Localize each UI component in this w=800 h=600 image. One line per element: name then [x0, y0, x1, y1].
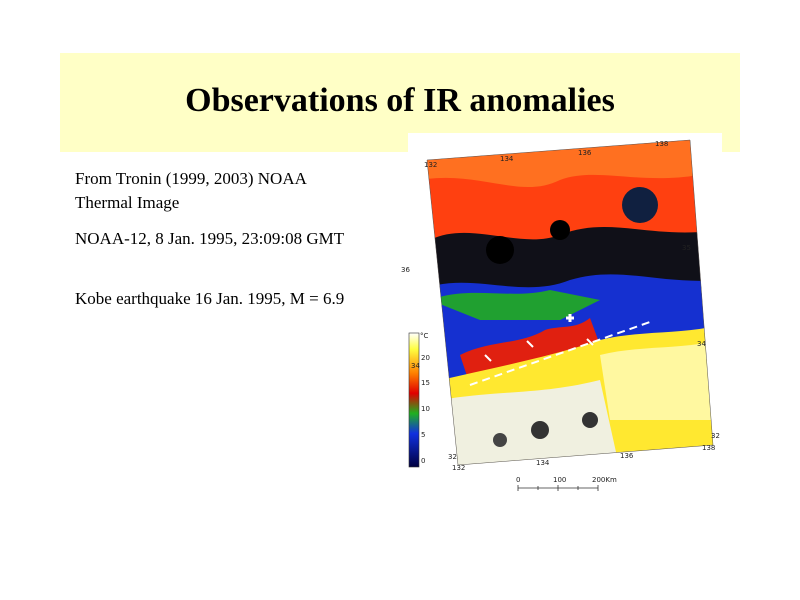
scale-label: 200Km [592, 476, 617, 484]
latitude-label: 32 [711, 432, 720, 440]
latitude-label: 32 [448, 453, 457, 461]
body-text: From Tronin (1999, 2003) NOAA Thermal Im… [75, 169, 306, 212]
colorbar-unit: °C [420, 332, 429, 340]
scale-bar [517, 485, 599, 491]
colorbar-tick: 15 [421, 379, 430, 387]
latitude-label: 34 [411, 362, 420, 370]
colorbar-tick: 5 [421, 431, 425, 439]
longitude-label: 132 [452, 464, 465, 472]
longitude-label: 134 [500, 155, 514, 163]
scale-label: 100 [553, 476, 566, 484]
longitude-label: 134 [536, 459, 550, 467]
latitude-label: 36 [401, 266, 410, 274]
colorbar-tick: 10 [421, 405, 430, 413]
colorbar-tick: 0 [421, 457, 425, 465]
longitude-label: 138 [655, 140, 668, 148]
latitude-label: 35 [682, 244, 691, 252]
colorbar-tick: 20 [421, 354, 430, 362]
body-text: NOAA-12, 8 Jan. 1995, 23:09:08 GMT [75, 229, 345, 248]
longitude-label: 136 [620, 452, 634, 460]
slide-title: Observations of IR anomalies [185, 82, 615, 119]
body-text: Kobe earthquake 16 Jan. 1995, M = 6.9 [75, 289, 345, 308]
longitude-label: 132 [424, 161, 437, 169]
image-frame [426, 139, 714, 466]
thermal-image [427, 140, 713, 465]
longitude-label: 138 [702, 444, 715, 452]
longitude-label: 136 [578, 149, 592, 157]
colorbar [408, 332, 420, 468]
scale-label: 0 [516, 476, 520, 484]
latitude-label: 34 [697, 340, 706, 348]
